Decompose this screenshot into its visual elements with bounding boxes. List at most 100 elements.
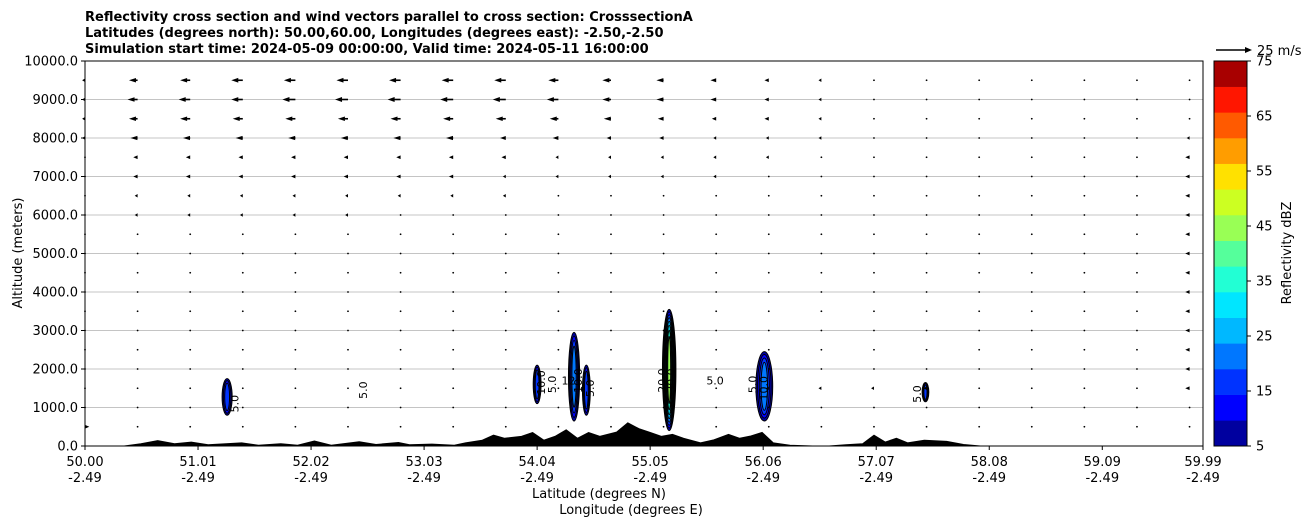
contour-label: 10.0 xyxy=(535,370,548,395)
wind-vector xyxy=(1030,194,1033,197)
wind-vector xyxy=(602,97,611,102)
wind-vector xyxy=(715,233,718,236)
wind-vector xyxy=(557,252,560,255)
x-tick-label-lat: 55.05 xyxy=(632,455,669,470)
wind-vector xyxy=(399,329,402,332)
wind-vector xyxy=(713,136,717,140)
wind-vector xyxy=(1136,233,1138,236)
wind-vector xyxy=(1136,137,1138,139)
wind-vector xyxy=(1083,406,1086,409)
wind-vector xyxy=(136,310,139,313)
wind-vector xyxy=(399,387,402,390)
wind-vector xyxy=(452,406,455,409)
wind-vector xyxy=(610,291,612,293)
wind-vector xyxy=(873,214,875,216)
wind-vector xyxy=(441,77,454,83)
wind-vector xyxy=(978,175,981,178)
wind-vector xyxy=(396,155,401,160)
wind-vector xyxy=(452,310,455,313)
wind-vector xyxy=(136,348,139,351)
x-tick-label-lon: -2.49 xyxy=(633,471,667,486)
wind-vector xyxy=(335,96,348,103)
y-tick-label: 6000.0 xyxy=(33,209,79,224)
storm-cell xyxy=(581,364,591,416)
wind-vector xyxy=(767,425,770,428)
wind-vector xyxy=(502,174,506,179)
wind-vector xyxy=(978,79,981,82)
wind-vector xyxy=(294,310,297,313)
wind-vector xyxy=(452,214,455,216)
wind-vector xyxy=(136,387,139,390)
wind-vector xyxy=(347,329,349,332)
wind-vector xyxy=(136,233,139,236)
wind-vector xyxy=(387,96,401,103)
wind-vector xyxy=(294,368,297,370)
wind-vector xyxy=(820,406,823,409)
wind-vector xyxy=(345,213,348,217)
wind-vector xyxy=(288,135,296,141)
wind-vector xyxy=(1083,368,1086,370)
wind-vector xyxy=(285,116,296,122)
wind-vector xyxy=(610,387,612,390)
wind-vector xyxy=(715,329,718,332)
wind-vector xyxy=(292,194,296,198)
wind-vector xyxy=(978,194,981,197)
wind-vector xyxy=(873,348,875,351)
wind-vector xyxy=(136,406,139,409)
wind-vector xyxy=(557,425,560,428)
wind-vector xyxy=(440,96,454,103)
wind-vector xyxy=(399,291,402,293)
wind-vector xyxy=(820,291,823,293)
wind-vector xyxy=(189,233,192,236)
wind-vector xyxy=(389,77,401,83)
wind-vector xyxy=(557,406,560,409)
x-tick-label-lon: -2.49 xyxy=(520,471,554,486)
wind-vector xyxy=(873,117,875,120)
x-tick-label-lon: -2.49 xyxy=(407,471,441,486)
wind-vector xyxy=(241,291,244,293)
colorbar-tick-label: 35 xyxy=(1256,275,1273,290)
wind-vector xyxy=(1030,233,1033,236)
wind-vector xyxy=(1136,425,1138,428)
wind-vector xyxy=(557,194,560,197)
wind-vector xyxy=(873,98,875,101)
y-tick-label: 8000.0 xyxy=(33,132,79,147)
wind-vector xyxy=(978,137,981,139)
wind-vector xyxy=(610,310,612,313)
contour-label: 5.0 xyxy=(228,395,241,413)
wind-vector xyxy=(978,387,981,390)
wind-vector xyxy=(662,387,665,390)
colorbar-swatch xyxy=(1214,420,1247,447)
wind-vector xyxy=(1188,406,1191,409)
wind-vector xyxy=(452,291,455,293)
x-tick-label-lon: -2.49 xyxy=(181,471,215,486)
wind-vector xyxy=(1185,290,1190,294)
wind-vector xyxy=(1030,348,1033,351)
wind-vector xyxy=(504,233,507,236)
wind-vector xyxy=(925,233,928,236)
x-tick-label-lat: 52.02 xyxy=(292,455,329,470)
wind-vector xyxy=(715,271,718,274)
wind-vector xyxy=(660,155,664,159)
colorbar-tick-label: 45 xyxy=(1256,220,1273,235)
wind-vector xyxy=(610,214,612,216)
wind-vector xyxy=(767,348,770,351)
x-tick-label-lon: -2.49 xyxy=(294,471,328,486)
wind-vector xyxy=(765,155,769,159)
wind-vector xyxy=(347,348,349,351)
wind-vector xyxy=(873,425,875,428)
colorbar-swatch xyxy=(1214,317,1247,344)
wind-vector xyxy=(347,252,349,255)
wind-vector xyxy=(189,252,192,255)
wind-vector xyxy=(873,233,875,236)
x-tick-label-lat: 51.01 xyxy=(179,455,216,470)
wind-vector xyxy=(557,271,560,274)
wind-vector xyxy=(189,271,192,274)
wind-vector xyxy=(1136,79,1138,82)
wind-vector xyxy=(347,271,349,274)
terrain-profile xyxy=(85,422,1203,447)
wind-vector xyxy=(820,329,823,332)
terrain-area xyxy=(85,422,1203,447)
wind-vector xyxy=(767,214,770,216)
wind-vector xyxy=(347,387,349,390)
